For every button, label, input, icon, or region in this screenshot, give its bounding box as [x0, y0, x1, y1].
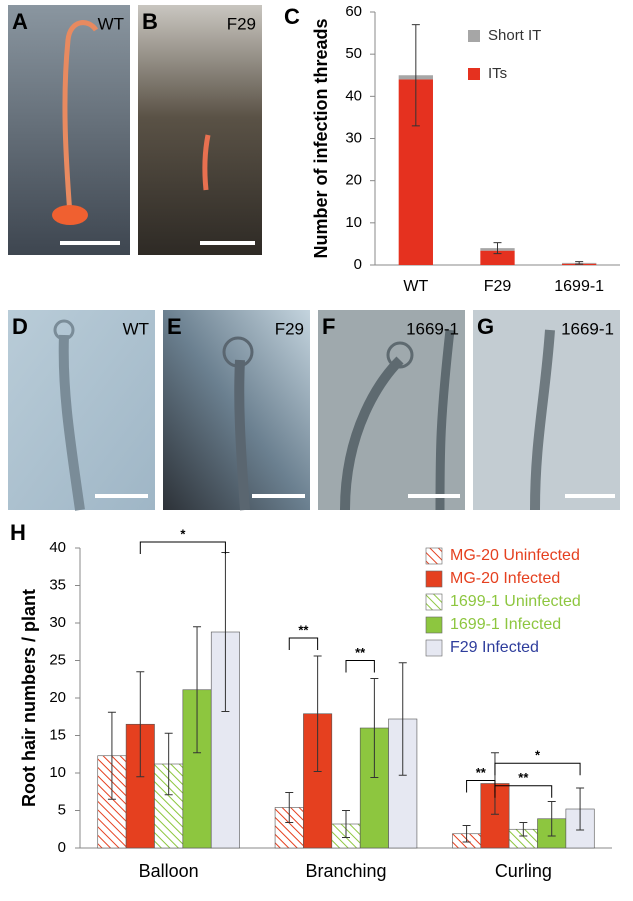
panel-letter: B [142, 9, 158, 34]
y-tick-label: 10 [345, 214, 362, 231]
panel-letter: G [477, 314, 494, 339]
y-tick-label: 15 [49, 726, 66, 743]
root-hair [435, 329, 455, 511]
y-tick-label: 20 [49, 689, 66, 706]
root-hair [234, 359, 250, 511]
x-tick-label: Balloon [139, 861, 199, 881]
root-hair [58, 334, 85, 511]
legend-label: MG-20 Uninfected [450, 547, 580, 564]
root-hair [340, 356, 404, 511]
bar [480, 250, 515, 265]
legend-swatch [425, 593, 443, 611]
legend-swatch [425, 570, 443, 588]
x-tick-label: Branching [305, 861, 386, 881]
nodule-signal [52, 205, 88, 225]
legend-label: 1699-1 Infected [450, 616, 561, 633]
y-axis-label: Number of infection threads [311, 18, 331, 258]
legend-label: F29 Infected [450, 639, 539, 656]
panel-letter: D [12, 314, 28, 339]
y-tick-label: 5 [58, 801, 66, 818]
root-hair-tip [222, 336, 254, 368]
significance-bracket [345, 660, 375, 673]
root-hair-tip [386, 341, 414, 369]
significance-bracket [288, 637, 319, 650]
y-tick-label: 20 [345, 172, 362, 189]
y-tick-label: 40 [345, 87, 362, 104]
significance-label: ** [298, 622, 309, 637]
panel-label: 1669-1 [406, 319, 459, 338]
legend-swatch [425, 616, 443, 634]
y-tick-label: 60 [345, 3, 362, 20]
significance-bracket [139, 541, 226, 554]
legend-label: MG-20 Infected [450, 570, 560, 587]
significance-label: ** [355, 645, 366, 660]
photo [138, 5, 262, 255]
y-tick-label: 10 [49, 764, 66, 781]
y-tick-label: 0 [58, 839, 66, 856]
panel-label: 1669-1 [561, 319, 614, 338]
panel-letter: E [167, 314, 182, 339]
significance-label: * [535, 748, 541, 763]
panel-letter: C [284, 4, 300, 29]
significance-label: ** [476, 765, 487, 780]
legend-label: 1699-1 Uninfected [450, 593, 581, 610]
significance-bracket [494, 785, 553, 798]
panel-label: WT [98, 14, 124, 33]
significance-bracket [494, 762, 581, 776]
legend-swatch [468, 30, 480, 42]
significance-label: ** [518, 770, 529, 785]
panel-letter: H [10, 520, 26, 545]
photo-panels [8, 5, 620, 511]
y-tick-label: 50 [345, 45, 362, 62]
panel-letter: F [322, 314, 335, 339]
panel-label: F29 [275, 319, 304, 338]
x-tick-label: WT [403, 278, 428, 295]
y-tick-label: 30 [49, 614, 66, 631]
root-hair-tip [53, 319, 75, 341]
x-tick-label: F29 [484, 278, 512, 295]
infection-thread [62, 20, 99, 216]
y-tick-label: 25 [49, 651, 66, 668]
x-tick-label: Curling [495, 861, 552, 881]
legend-swatch [468, 68, 480, 80]
y-tick-label: 40 [49, 539, 66, 556]
legend-swatch [425, 639, 443, 657]
infection-thread [202, 134, 211, 191]
y-tick-label: 30 [345, 129, 362, 146]
x-tick-label: 1699-1 [554, 278, 604, 295]
significance-label: * [180, 526, 186, 541]
legend-label: Short IT [488, 27, 541, 44]
panel-label: F29 [227, 14, 256, 33]
y-tick-label: 35 [49, 576, 66, 593]
y-axis-label: Root hair numbers / plant [19, 589, 39, 807]
panel-letter: A [12, 9, 28, 34]
legend-label: ITs [488, 65, 507, 82]
root-hair [530, 329, 555, 511]
photo [8, 310, 155, 510]
panel-label: WT [123, 319, 149, 338]
legend-swatch [425, 547, 443, 565]
y-tick-label: 0 [354, 256, 362, 273]
